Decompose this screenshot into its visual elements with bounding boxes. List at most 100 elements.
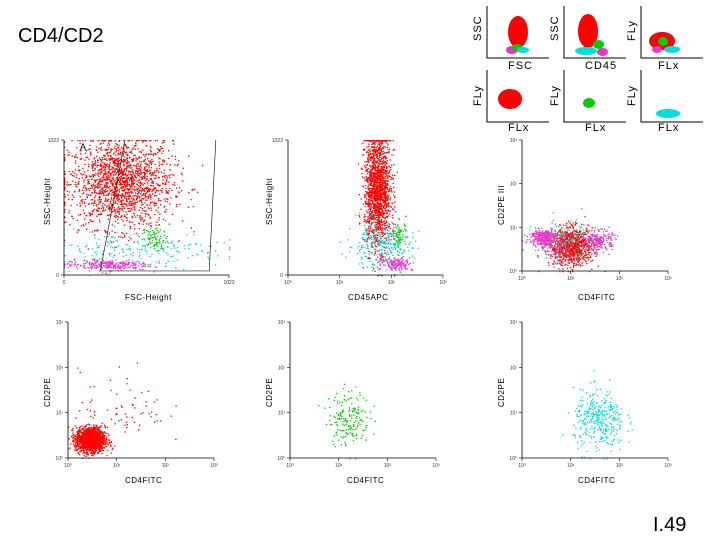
data-point (187, 244, 189, 246)
data-point (135, 169, 137, 172)
data-point (155, 237, 157, 240)
data-point (364, 238, 366, 241)
data-point (382, 173, 384, 175)
data-point (376, 238, 379, 240)
data-point (390, 178, 392, 180)
data-point (86, 244, 88, 246)
data-point (372, 205, 375, 208)
data-point (368, 204, 370, 206)
data-point (390, 251, 392, 254)
data-point (192, 188, 194, 191)
data-point (139, 197, 141, 199)
data-point (143, 190, 146, 192)
data-point (123, 181, 125, 183)
data-point (388, 210, 390, 212)
data-point (161, 247, 163, 250)
data-point (118, 163, 120, 165)
data-point (390, 266, 393, 269)
data-point (122, 186, 125, 189)
data-point (79, 189, 81, 191)
data-point (125, 205, 128, 207)
data-point (372, 201, 374, 204)
data-point (132, 203, 134, 205)
data-point (552, 246, 554, 248)
data-point (399, 237, 402, 239)
data-point (132, 260, 134, 262)
data-point (139, 214, 141, 217)
data-point (111, 177, 113, 179)
data-point (381, 239, 383, 241)
data-point (119, 267, 122, 269)
data-point (394, 196, 396, 198)
data-point (398, 239, 400, 241)
data-point (138, 180, 140, 182)
data-point (117, 180, 120, 182)
data-point (379, 223, 381, 225)
data-point (375, 193, 377, 195)
data-point (403, 240, 406, 243)
data-point (551, 248, 554, 250)
data-point (148, 160, 150, 162)
data-point (92, 210, 94, 212)
data-point (398, 241, 401, 243)
data-point (368, 143, 370, 145)
data-point (120, 269, 122, 271)
data-point (173, 247, 176, 249)
data-point (151, 237, 153, 239)
data-point (127, 261, 129, 263)
x-tick-label: 1023 (223, 280, 234, 286)
data-point (92, 170, 94, 172)
data-point (375, 223, 377, 226)
data-point (143, 231, 146, 233)
data-point (229, 256, 231, 258)
data-point (138, 151, 141, 153)
data-point (376, 231, 378, 233)
data-point (566, 239, 569, 241)
data-point (97, 140, 99, 142)
data-point (111, 156, 113, 159)
data-point (547, 262, 550, 264)
data-point (150, 207, 152, 209)
data-point (115, 143, 117, 145)
data-point (83, 179, 85, 181)
data-point (365, 198, 368, 200)
data-point (378, 170, 380, 172)
data-point (556, 263, 559, 265)
data-point (123, 267, 125, 269)
plot-xlabel: FSC-Height (125, 293, 172, 302)
data-point (385, 242, 388, 244)
data-point (389, 261, 391, 263)
data-point (374, 239, 376, 241)
data-point (371, 188, 373, 190)
data-point (181, 174, 183, 176)
data-point (133, 159, 135, 161)
data-point (126, 188, 129, 190)
data-point (372, 202, 374, 204)
data-point (79, 265, 82, 267)
data-point (173, 182, 175, 184)
data-point (89, 275, 91, 277)
data-point (374, 217, 376, 220)
data-point (379, 145, 381, 147)
data-point (65, 221, 67, 223)
data-point (367, 236, 370, 238)
data-point (392, 222, 394, 225)
data-point (149, 238, 151, 240)
data-point (97, 193, 100, 195)
data-point (360, 208, 362, 210)
data-point (387, 246, 390, 248)
data-point (125, 264, 127, 266)
data-point (107, 200, 109, 202)
data-point (115, 192, 117, 195)
data-point (379, 184, 381, 186)
data-point (144, 194, 146, 196)
data-point (114, 231, 116, 234)
data-point (87, 194, 90, 196)
data-point (73, 175, 75, 177)
data-point (147, 183, 149, 185)
data-point (375, 246, 377, 248)
data-point (159, 150, 161, 153)
data-point (146, 223, 148, 225)
data-point (379, 149, 381, 151)
data-point (392, 177, 394, 179)
